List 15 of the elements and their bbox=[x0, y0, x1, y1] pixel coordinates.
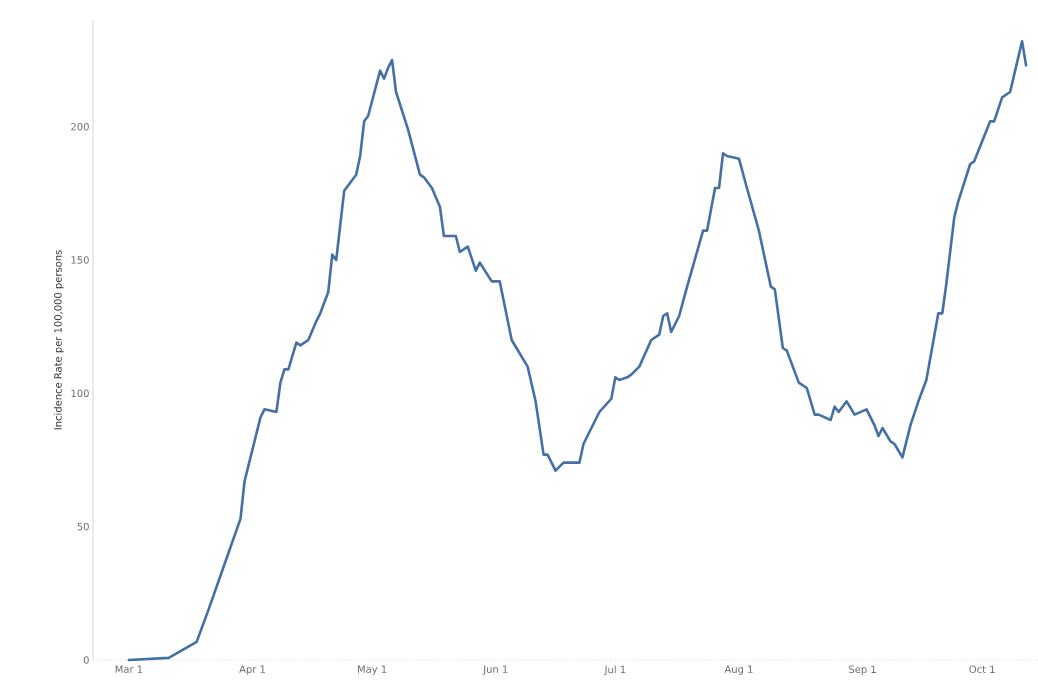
x-tick-label: Apr 1 bbox=[239, 665, 265, 675]
x-tick-label: Oct 1 bbox=[969, 665, 995, 674]
y-tick-label: 150 bbox=[71, 256, 89, 264]
y-tick-label: 50 bbox=[77, 522, 89, 531]
x-tick-label: Jun 1 bbox=[482, 665, 508, 675]
x-tick-label: Jul 1 bbox=[604, 665, 626, 676]
y-tick-label: 100 bbox=[71, 389, 89, 398]
x-tick-label: May 1 bbox=[358, 665, 387, 675]
y-axis-title: Incidence Rate per 100,000 persons bbox=[53, 250, 64, 430]
line-series bbox=[127, 40, 1028, 662]
x-tick-label: Mar 1 bbox=[115, 665, 143, 673]
x-tick-label: Sep 1 bbox=[849, 665, 876, 675]
x-tick-label: Aug 1 bbox=[724, 665, 753, 675]
y-tick-label: 0 bbox=[83, 656, 89, 664]
y-tick-label: 200 bbox=[71, 122, 89, 131]
